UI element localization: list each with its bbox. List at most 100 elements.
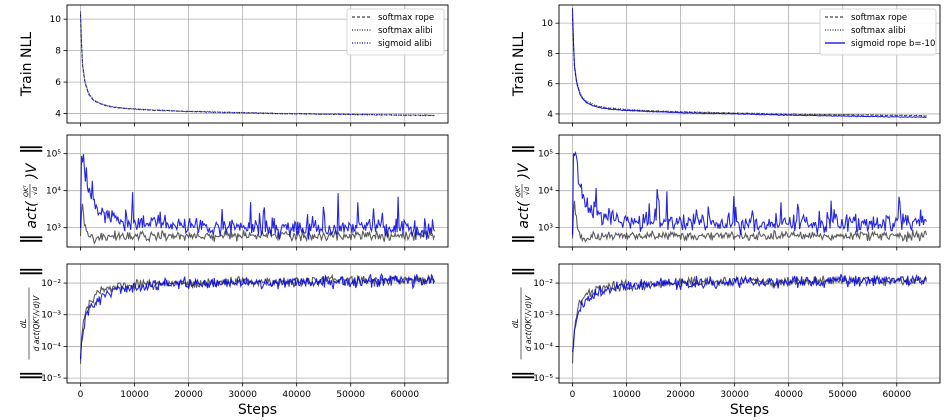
norm-bar-left: ‖: [18, 370, 43, 381]
legend-label: softmax rope: [378, 13, 434, 23]
plot-area: [571, 273, 928, 364]
y-axis: 10⁻⁵ 10⁻⁴ 10⁻³ 10⁻²: [41, 279, 67, 384]
x-axis: 0 10000 20000 30000 40000 50000 60000: [78, 383, 419, 400]
x-tick-label: 0: [78, 390, 84, 400]
plot-area: [79, 154, 436, 245]
x-tick-label: 10000: [120, 390, 149, 400]
x-tick-label: 20000: [666, 390, 695, 400]
series-softmax-rope: [79, 273, 436, 364]
y-axis: 4 6 8 10: [50, 15, 67, 120]
x-tick-label: 50000: [336, 390, 365, 400]
legend-label: softmax rope: [851, 13, 907, 23]
axes-frame: [558, 263, 941, 384]
legend-label: softmax alibi: [851, 26, 906, 36]
y-axis: 10⁻⁵ 10⁻⁴ 10⁻³ 10⁻²: [533, 279, 559, 384]
grad-num: dL: [511, 319, 520, 329]
y-axis-label: ‖ dL d act(QKᵀ/√d)V ‖: [510, 266, 535, 381]
plot-area: [571, 151, 928, 243]
chart-right-bot: 10⁻⁵ 10⁻⁴ 10⁻³ 10⁻² 0 10000 20000 30000 40000 500…: [510, 263, 941, 418]
x-axis: [572, 247, 898, 251]
frac-den: √d: [31, 186, 39, 195]
x-tick-label: 60000: [882, 390, 911, 400]
x-tick-label: 40000: [282, 390, 311, 400]
x-axis: [80, 123, 406, 127]
act-text: act(: [516, 201, 532, 229]
series-sigmoid-rope-b-10: [571, 273, 928, 352]
y-tick-label: 10: [50, 15, 62, 25]
y-tick-label: 10⁻⁴: [41, 342, 61, 352]
axes-frame: [558, 4, 941, 124]
x-tick-label: 50000: [828, 390, 857, 400]
y-tick-label: 10³: [46, 224, 61, 234]
y-axis: 10³ 10⁴ 10⁵: [46, 150, 67, 234]
plot-area: [572, 8, 927, 119]
y-tick-label: 6: [547, 80, 553, 90]
y-axis-label: ‖ act( QKᵀ √d )V ‖: [510, 144, 535, 245]
grid: [559, 135, 940, 247]
y-axis-label: ‖ act( QKᵀ √d )V ‖: [18, 144, 43, 245]
series-sigmoid-alibi: [80, 12, 435, 117]
y-tick-label: 10⁻³: [533, 311, 553, 321]
x-tick-label: 60000: [390, 390, 419, 400]
legend-label: sigmoid alibi: [378, 39, 432, 49]
y-tick-label: 4: [547, 110, 553, 120]
y-axis: 10³ 10⁴ 10⁵: [538, 150, 559, 234]
norm-bar-right: ‖: [510, 144, 535, 155]
y-tick-label: 8: [547, 49, 553, 59]
y-tick-label: 10⁻⁴: [533, 342, 553, 352]
grad-den: d act(QKᵀ/√d)V: [524, 295, 533, 351]
legend-label: sigmoid rope b=-10: [851, 39, 935, 49]
norm-bar-left: ‖: [510, 234, 535, 245]
series-sigmoid-rope-b-10: [571, 151, 927, 235]
y-tick-label: 10⁻²: [533, 279, 553, 289]
v-text: )V: [516, 162, 532, 179]
x-axis: 0 10000 20000 30000 40000 50000 60000: [570, 383, 911, 400]
y-tick-label: 10⁴: [538, 187, 553, 197]
frac-num: QKᵀ: [22, 185, 30, 197]
x-tick-label: 30000: [228, 390, 257, 400]
series-softmax-rope: [79, 203, 436, 245]
v-text: )V: [24, 162, 40, 179]
grad-num: dL: [19, 319, 28, 329]
legend-box: [346, 8, 445, 56]
chart-left-bot: 10⁻⁵ 10⁻⁴ 10⁻³ 10⁻² 0 10000 20000 30000 40000 500…: [18, 263, 449, 418]
y-tick-label: 10⁴: [46, 187, 61, 197]
x-axis-label: Steps: [730, 402, 769, 418]
y-tick-label: 10³: [538, 224, 553, 234]
y-tick-label: 10⁻²: [41, 279, 61, 289]
grad-den: d act(QKᵀ/√d)V: [32, 295, 41, 351]
y-axis-label: Train NLL: [19, 32, 35, 97]
plot-area: [80, 11, 435, 117]
x-tick-label: 10000: [612, 390, 641, 400]
norm-bar-right: ‖: [18, 266, 43, 277]
y-tick-label: 10⁵: [46, 150, 61, 160]
y-tick-label: 10: [542, 19, 554, 29]
legend: softmax rope softmax alibi sigmoid rope b=…: [819, 8, 937, 56]
series-sigmoid-alibi: [79, 273, 435, 360]
y-tick-label: 10⁻⁵: [41, 374, 61, 384]
norm-bar-right: ‖: [18, 144, 43, 155]
frac-den: √d: [523, 186, 531, 195]
norm-bar-right: ‖: [510, 266, 535, 277]
x-tick-label: 40000: [774, 390, 803, 400]
norm-bar-left: ‖: [18, 234, 43, 245]
legend: softmax rope softmax alibi sigmoid alibi: [346, 8, 445, 56]
x-axis: [80, 247, 406, 251]
frac-num: QKᵀ: [514, 185, 522, 197]
y-tick-label: 10⁻³: [41, 311, 61, 321]
y-axis-label: ‖ dL d act(QKᵀ/√d)V ‖: [18, 266, 43, 381]
act-text: act(: [24, 201, 40, 229]
series-softmax-rope: [571, 200, 928, 243]
x-tick-label: 20000: [174, 390, 203, 400]
x-tick-label: 0: [570, 390, 576, 400]
x-tick-label: 30000: [720, 390, 749, 400]
plot-area: [79, 273, 436, 364]
series-softmax-rope: [572, 18, 927, 117]
y-axis-label: Train NLL: [511, 32, 527, 97]
y-axis: 4 6 8 10: [542, 19, 559, 120]
